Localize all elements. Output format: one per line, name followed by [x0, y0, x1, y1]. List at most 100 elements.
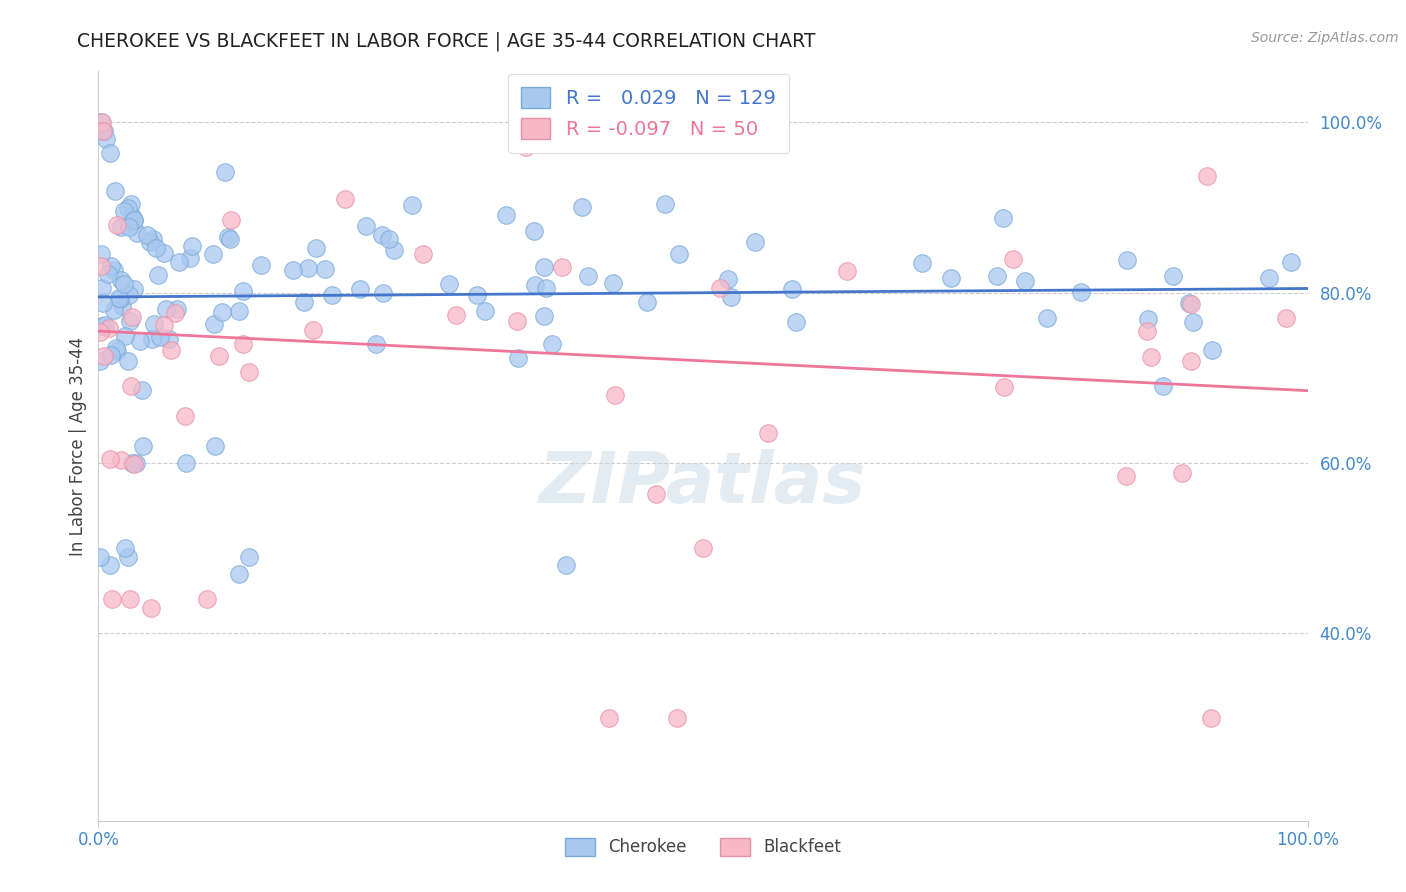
Point — [720, 289, 742, 303]
Point — [412, 247, 434, 261]
Point — [911, 256, 934, 270]
Point — [238, 365, 260, 379]
Point — [335, 192, 357, 206]
Point — [141, 332, 163, 346]
Point — [90, 115, 112, 129]
Point — [142, 232, 165, 246]
Point — [506, 351, 529, 365]
Point — [1035, 311, 1057, 326]
Point — [208, 349, 231, 363]
Point — [636, 294, 658, 309]
Point — [157, 332, 180, 346]
Point — [120, 379, 142, 393]
Point — [110, 292, 132, 306]
Point — [214, 164, 236, 178]
Point — [97, 320, 120, 334]
Point — [232, 337, 254, 351]
Point — [89, 549, 111, 564]
Point — [249, 258, 271, 272]
Point — [533, 309, 555, 323]
Point — [105, 342, 128, 356]
Point — [93, 124, 115, 138]
Point — [1195, 169, 1218, 183]
Point — [598, 711, 620, 725]
Point — [495, 208, 517, 222]
Point — [437, 277, 460, 291]
Point — [120, 196, 142, 211]
Point — [110, 453, 132, 467]
Point — [1115, 253, 1137, 268]
Point — [125, 227, 148, 241]
Point — [90, 281, 112, 295]
Point — [401, 198, 423, 212]
Point — [98, 145, 121, 160]
Point — [91, 115, 114, 129]
Point — [785, 315, 807, 329]
Point — [576, 268, 599, 283]
Point — [122, 212, 145, 227]
Point — [1001, 252, 1024, 267]
Point — [1257, 270, 1279, 285]
Point — [143, 318, 166, 332]
Point — [666, 711, 689, 725]
Point — [605, 388, 627, 402]
Point — [195, 592, 218, 607]
Point — [94, 318, 117, 332]
Point — [1180, 354, 1202, 368]
Point — [152, 246, 174, 260]
Point — [103, 302, 125, 317]
Point — [131, 383, 153, 397]
Point — [118, 288, 141, 302]
Point — [114, 329, 136, 343]
Point — [105, 343, 128, 358]
Point — [1171, 466, 1194, 480]
Point — [159, 343, 181, 358]
Point — [124, 457, 146, 471]
Point — [91, 124, 114, 138]
Point — [128, 334, 150, 348]
Point — [152, 318, 174, 333]
Point — [91, 296, 114, 310]
Point — [370, 228, 392, 243]
Point — [302, 323, 325, 337]
Point — [228, 304, 250, 318]
Point — [176, 456, 198, 470]
Point — [100, 259, 122, 273]
Point — [474, 304, 496, 318]
Point — [1115, 469, 1137, 483]
Point — [104, 184, 127, 198]
Point — [118, 314, 141, 328]
Point — [174, 409, 197, 423]
Point — [117, 354, 139, 368]
Point — [228, 566, 250, 581]
Point — [1201, 343, 1223, 357]
Point — [217, 229, 239, 244]
Point — [1275, 310, 1298, 325]
Text: ZIPatlas: ZIPatlas — [540, 449, 866, 518]
Point — [118, 592, 141, 607]
Point — [167, 255, 190, 269]
Point — [105, 219, 128, 233]
Point — [219, 213, 242, 227]
Point — [108, 291, 131, 305]
Point — [382, 243, 405, 257]
Point — [1182, 315, 1205, 329]
Point — [534, 281, 557, 295]
Point — [645, 487, 668, 501]
Point — [91, 124, 114, 138]
Point — [125, 456, 148, 470]
Point — [1136, 324, 1159, 338]
Point — [444, 308, 467, 322]
Point — [1152, 379, 1174, 393]
Point — [94, 132, 117, 146]
Point — [98, 451, 121, 466]
Point — [179, 251, 201, 265]
Point — [117, 201, 139, 215]
Point — [292, 294, 315, 309]
Point — [744, 235, 766, 250]
Y-axis label: In Labor Force | Age 35-44: In Labor Force | Age 35-44 — [69, 336, 87, 556]
Point — [602, 276, 624, 290]
Point — [145, 241, 167, 255]
Point — [314, 261, 336, 276]
Point — [354, 219, 377, 233]
